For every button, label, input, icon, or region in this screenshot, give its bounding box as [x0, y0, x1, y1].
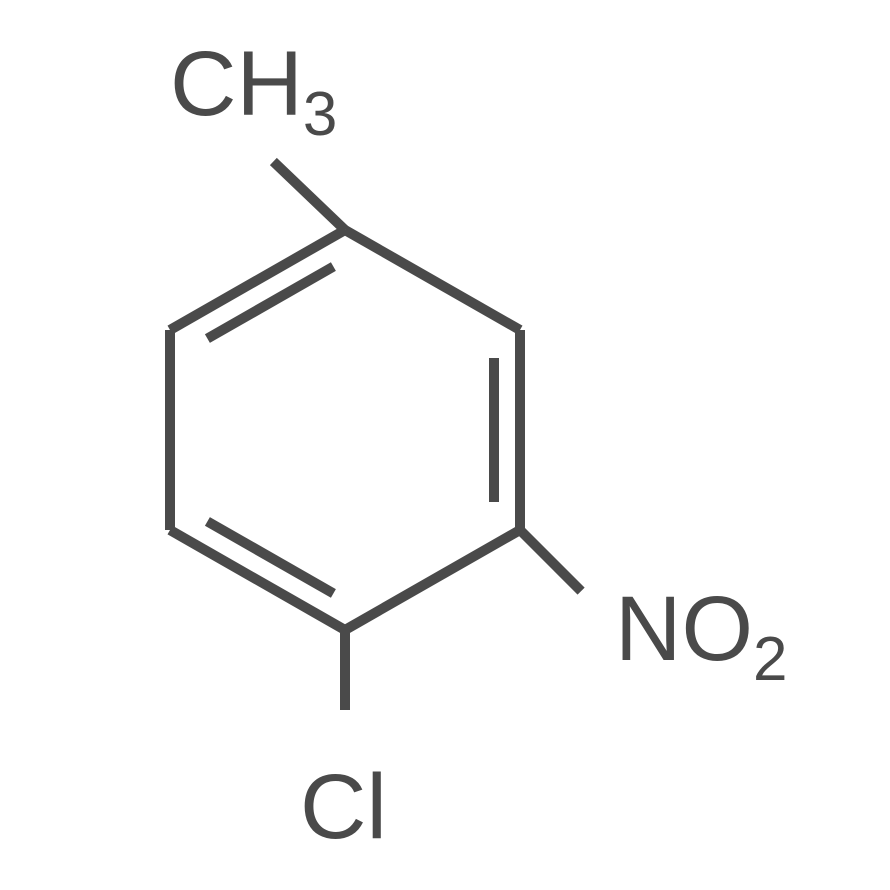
ring-bond	[345, 230, 520, 330]
label-no2: NO2	[615, 578, 787, 694]
ring-bond	[345, 530, 520, 630]
substituent-bond	[273, 161, 345, 230]
substituent-bond	[520, 530, 581, 591]
label-cl: Cl	[300, 756, 387, 858]
molecule-diagram: CH3 NO2 Cl	[0, 0, 890, 890]
label-ch3: CH3	[170, 33, 337, 149]
